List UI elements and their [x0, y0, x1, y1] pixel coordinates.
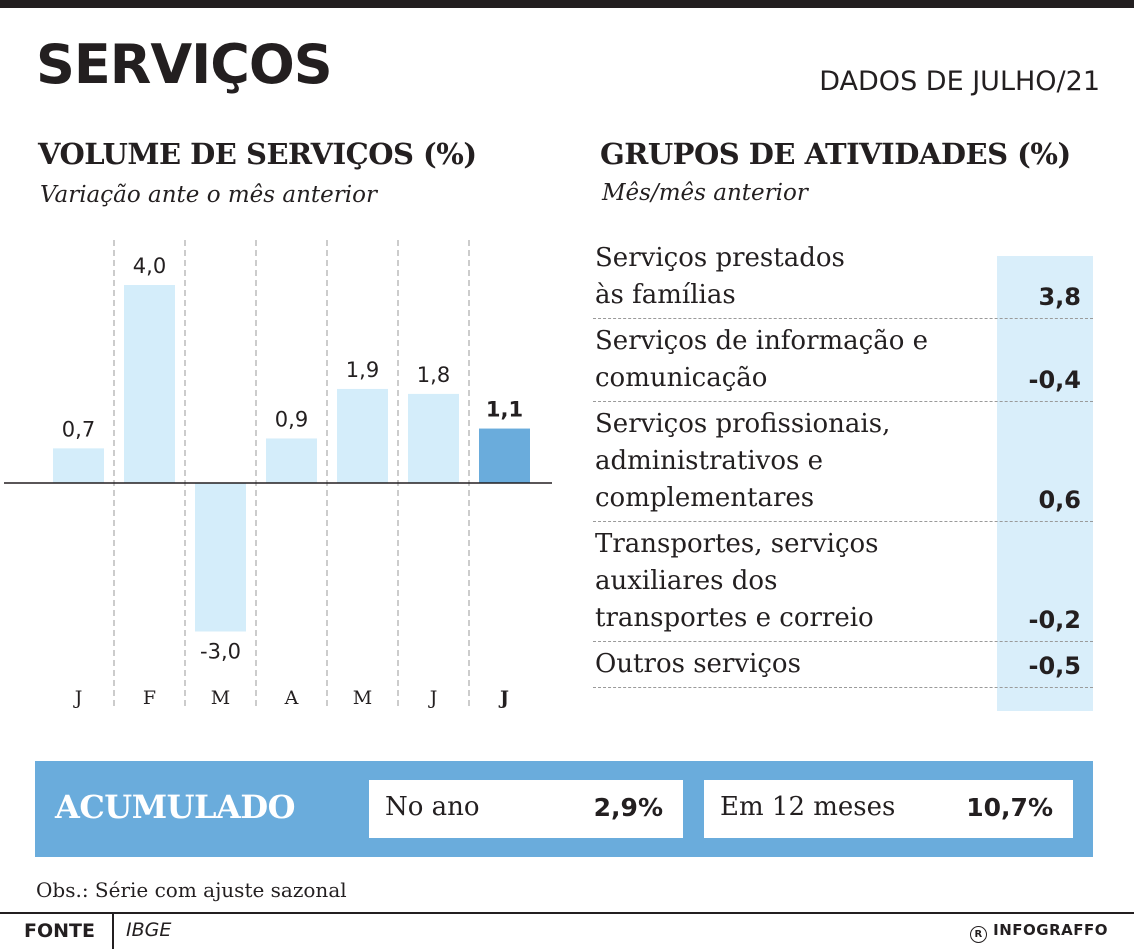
accumulated-title: ACUMULADO — [55, 788, 295, 826]
chart-subtitle: Variação ante o mês anterior — [40, 182, 377, 208]
group-value: -0,4 — [1028, 366, 1081, 394]
group-value: -0,5 — [1028, 652, 1081, 680]
brand-logo: R INFOGRAFFO — [970, 923, 1108, 943]
chart-title: VOLUME DE SERVIÇOS (%) — [38, 137, 477, 171]
group-row: Outros serviços -0,5 — [593, 642, 1093, 688]
bar-value-label: 1,9 — [346, 358, 379, 382]
bar-value-label: -3,0 — [200, 640, 241, 664]
group-row: Serviços de informação e comunicação -0,4 — [593, 319, 1093, 402]
bar — [195, 483, 246, 632]
group-label-line: Serviços profissionais, — [595, 409, 891, 439]
accumulated-year-label: No ano — [385, 792, 480, 822]
values-band — [997, 256, 1093, 711]
bar — [53, 448, 104, 483]
accumulated-year-box: No ano 2,9% — [369, 780, 683, 838]
x-tick-label: J — [73, 687, 83, 709]
x-tick-label: M — [353, 687, 372, 709]
bar — [479, 428, 530, 483]
group-label: Serviços prestados às famílias — [593, 236, 1093, 318]
accumulated-year-value: 2,9% — [593, 793, 663, 822]
registered-icon: R — [970, 926, 988, 943]
accumulated-12m-label: Em 12 meses — [720, 792, 896, 822]
accumulated-12m-value: 10,7% — [966, 793, 1053, 822]
bar-value-label: 0,7 — [62, 417, 95, 441]
x-tick-label: M — [211, 687, 230, 709]
source-label: FONTE — [24, 920, 95, 942]
group-label: Serviços de informação e comunicação — [593, 319, 1093, 401]
group-label-line: administrativos e — [595, 446, 823, 476]
group-row: Transportes, serviços auxiliares dos trans… — [593, 522, 1093, 642]
group-label: Transportes, serviços auxiliares dos trans… — [593, 522, 1093, 641]
group-value: 0,6 — [1038, 486, 1081, 514]
group-label-line: auxiliares dos — [595, 566, 778, 596]
note: Obs.: Série com ajuste sazonal — [36, 878, 347, 902]
group-label-line: Outros serviços — [595, 649, 801, 679]
bar-value-label: 4,0 — [133, 254, 166, 278]
bar-value-label: 1,8 — [417, 363, 450, 387]
group-value: -0,2 — [1028, 606, 1081, 634]
brand-name: INFOGRAFFO — [993, 921, 1108, 939]
group-label-line: Transportes, serviços — [595, 529, 879, 559]
group-label-line: às famílias — [595, 280, 736, 310]
bar — [408, 393, 459, 483]
groups-table: Serviços prestados às famílias 3,8 Serviços… — [593, 236, 1093, 688]
group-label: Outros serviços — [593, 642, 1093, 687]
x-tick-label: F — [143, 687, 156, 709]
volume-bar-chart: 0,7 J 4,0 F -3,0 M 0,9 A 1,9 M 1,8 J 1,1 J — [4, 240, 552, 709]
top-rule — [0, 0, 1134, 8]
group-label-line: Serviços prestados — [595, 243, 845, 273]
group-row: Serviços profissionais, administrativos e… — [593, 402, 1093, 522]
x-tick-label: A — [284, 687, 299, 709]
accumulated-panel: ACUMULADO No ano 2,9% Em 12 meses 10,7% — [35, 761, 1093, 857]
groups-title: GRUPOS DE ATIVIDADES (%) — [600, 137, 1071, 171]
group-row: Serviços prestados às famílias 3,8 — [593, 236, 1093, 319]
x-tick-label: J — [428, 687, 438, 709]
bar-value-label: 0,9 — [275, 407, 308, 431]
bar — [337, 388, 388, 483]
source-divider — [112, 914, 114, 949]
x-tick-label: J — [498, 687, 509, 709]
group-label-line: transportes e correio — [595, 603, 874, 633]
group-value: 3,8 — [1038, 283, 1081, 311]
group-label-line: comunicação — [595, 363, 768, 393]
date-label: DADOS DE JULHO/21 — [819, 66, 1100, 97]
bar-value-label: 1,1 — [486, 398, 523, 422]
group-label: Serviços profissionais, administrativos e… — [593, 402, 1093, 521]
bar — [266, 438, 317, 483]
group-label-line: complementares — [595, 483, 815, 513]
page-title: SERVIÇOS — [36, 33, 333, 96]
bar — [124, 285, 175, 483]
footer-rule — [0, 912, 1134, 914]
groups-subtitle: Mês/mês anterior — [602, 180, 808, 206]
source-value: IBGE — [126, 919, 172, 941]
accumulated-12m-box: Em 12 meses 10,7% — [704, 780, 1073, 838]
group-label-line: Serviços de informação e — [595, 326, 929, 356]
